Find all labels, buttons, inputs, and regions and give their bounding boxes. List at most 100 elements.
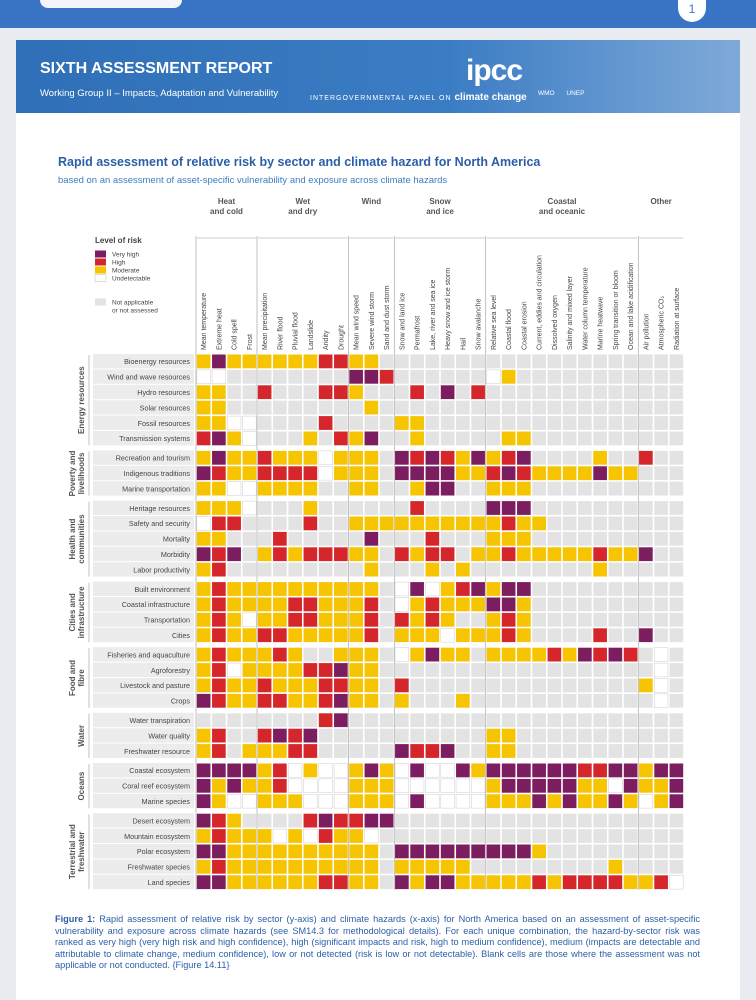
risk-cell: [242, 562, 257, 577]
risk-cell: [212, 547, 226, 562]
risk-cell: [410, 663, 424, 677]
risk-cell: [288, 582, 302, 596]
risk-cell: [379, 466, 394, 481]
row-label-bg: [93, 662, 194, 677]
risk-cell: [257, 400, 272, 415]
risk-cell: [639, 450, 653, 465]
risk-cell: [425, 416, 440, 430]
risk-cell: [257, 647, 272, 662]
risk-cell: [562, 663, 577, 677]
risk-cell: [303, 501, 318, 515]
risk-cell: [608, 531, 623, 546]
risk-cell: [669, 597, 684, 612]
hazard-label: Spring transition or bloom: [613, 270, 620, 350]
risk-cell: [333, 763, 348, 778]
risk-cell: [608, 369, 623, 384]
risk-cell: [379, 794, 394, 809]
risk-cell: [288, 859, 302, 874]
risk-cell: [288, 481, 302, 496]
risk-cell: [501, 431, 516, 446]
risk-cell: [578, 531, 592, 546]
risk-cell: [608, 778, 623, 793]
risk-cell: [212, 481, 226, 496]
risk-cell: [288, 369, 302, 384]
risk-cell: [410, 400, 424, 415]
risk-cell: [669, 628, 684, 643]
risk-cell: [562, 628, 577, 643]
risk-cell: [227, 481, 242, 496]
risk-cell: [303, 466, 318, 481]
risk-cell: [349, 678, 363, 693]
report-subtitle: Working Group II – Impacts, Adaptation a…: [40, 88, 279, 99]
risk-cell: [379, 369, 394, 384]
risk-cell: [227, 728, 241, 743]
risk-cell: [395, 501, 409, 515]
risk-cell: [471, 693, 485, 708]
risk-cell: [440, 516, 455, 531]
risk-cell: [578, 369, 592, 384]
risk-cell: [486, 744, 501, 758]
risk-cell: [379, 678, 394, 693]
browser-tab[interactable]: [40, 0, 182, 8]
risk-cell: [379, 763, 394, 778]
risk-cell: [593, 354, 607, 369]
legend-label: Moderate: [112, 268, 140, 275]
legend-swatch: [95, 250, 106, 258]
risk-cell: [654, 647, 669, 662]
risk-cell: [395, 450, 409, 465]
risk-cell: [379, 481, 394, 496]
risk-cell: [227, 369, 241, 384]
risk-cell: [547, 663, 562, 677]
risk-cell: [349, 728, 363, 743]
risk-cell: [242, 713, 257, 728]
risk-cell: [410, 431, 424, 446]
row-label-bg: [93, 828, 194, 843]
risk-cell: [517, 728, 531, 743]
risk-cell: [288, 829, 302, 843]
risk-cell: [669, 531, 684, 546]
risk-cell: [395, 859, 409, 874]
risk-cell: [349, 813, 363, 828]
risk-cell: [471, 829, 485, 843]
risk-cell: [395, 481, 409, 496]
risk-cell: [654, 612, 668, 627]
risk-cell: [303, 416, 318, 430]
risk-cell: [318, 875, 333, 890]
risk-cell: [562, 582, 577, 596]
risk-cell: [212, 647, 226, 662]
risk-cell: [654, 562, 668, 577]
risk-cell: [456, 728, 470, 743]
risk-cell: [303, 875, 318, 890]
risk-cell: [623, 450, 638, 465]
risk-cell: [517, 844, 531, 859]
hazard-label: Air pollution: [643, 313, 650, 350]
risk-cell: [288, 501, 302, 515]
risk-cell: [364, 531, 379, 546]
risk-cell: [349, 531, 363, 546]
risk-cell: [562, 612, 577, 627]
risk-cell: [288, 663, 302, 677]
risk-cell: [578, 693, 592, 708]
risk-cell: [425, 466, 440, 481]
risk-cell: [257, 354, 272, 369]
risk-cell: [562, 385, 577, 400]
risk-cell: [471, 763, 485, 778]
risk-cell: [501, 728, 516, 743]
risk-cell: [456, 582, 470, 596]
risk-cell: [517, 466, 531, 481]
risk-cell: [623, 829, 638, 843]
risk-cell: [532, 875, 546, 890]
risk-cell: [593, 678, 607, 693]
risk-cell: [532, 369, 546, 384]
risk-cell: [303, 678, 318, 693]
risk-cell: [654, 416, 668, 430]
risk-cell: [212, 628, 226, 643]
risk-cell: [639, 516, 653, 531]
risk-cell: [273, 450, 287, 465]
risk-cell: [288, 794, 302, 809]
sector-group-label: Health and: [68, 519, 77, 560]
risk-cell: [639, 875, 653, 890]
risk-cell: [334, 875, 348, 890]
risk-cell: [410, 501, 424, 515]
risk-cell: [364, 597, 379, 612]
